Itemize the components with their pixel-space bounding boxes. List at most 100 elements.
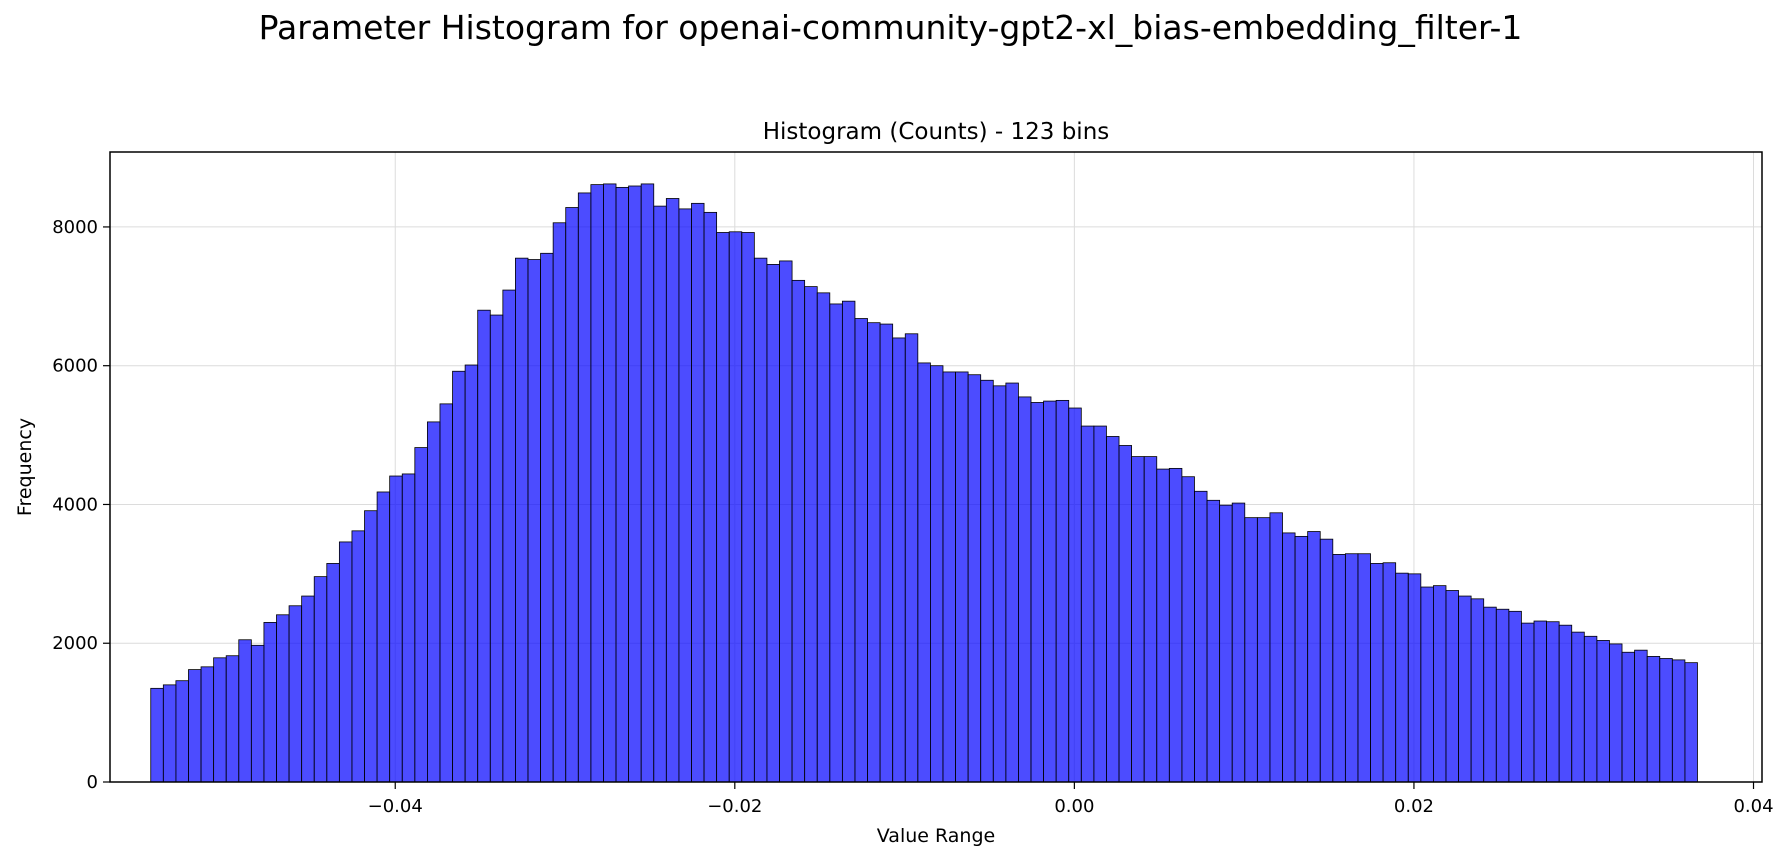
histogram-bar <box>1445 590 1459 783</box>
histogram-bar <box>640 183 655 783</box>
histogram-bar <box>326 563 340 783</box>
histogram-bar <box>1319 538 1334 783</box>
histogram-bar <box>1533 620 1547 783</box>
histogram-bar <box>1080 425 1095 783</box>
histogram-bar <box>1194 490 1208 783</box>
histogram-bar <box>603 183 617 783</box>
histogram-bar <box>301 595 315 783</box>
histogram-bar <box>1106 436 1120 783</box>
histogram-bar <box>1093 425 1107 783</box>
histogram-bar <box>678 208 692 783</box>
histogram-bar <box>1420 586 1434 783</box>
histogram-bar <box>904 333 919 783</box>
histogram-bar <box>1043 400 1057 783</box>
histogram-bar <box>942 371 956 783</box>
histogram-bar <box>1256 517 1271 783</box>
histogram-bar <box>577 192 592 783</box>
histogram-bar <box>590 184 604 783</box>
histogram-bar <box>841 300 856 783</box>
figure-suptitle: Parameter Histogram for openai-community… <box>258 8 1523 47</box>
histogram-bar <box>1206 499 1221 783</box>
histogram-bar <box>955 371 969 783</box>
histogram-bar <box>552 222 567 783</box>
x-tick-label: −0.04 <box>368 796 423 817</box>
histogram-bar <box>225 655 240 783</box>
histogram-bar <box>1634 649 1648 783</box>
histogram-bar <box>816 292 831 783</box>
histogram-bar <box>867 322 881 783</box>
histogram-bar <box>1558 624 1573 783</box>
histogram-bar <box>250 644 265 783</box>
x-axis-ticks: −0.04 −0.02 0.00 0.02 0.04 <box>368 782 1774 817</box>
histogram-bar <box>1332 554 1346 783</box>
histogram-bar <box>426 421 441 783</box>
histogram-bar <box>313 576 328 783</box>
histogram-bar <box>1307 531 1321 783</box>
histogram-bar <box>162 684 177 783</box>
histogram-bar <box>967 374 982 783</box>
x-axis-label: Value Range <box>877 825 995 847</box>
histogram-bar <box>1181 476 1195 783</box>
histogram-bar <box>829 303 843 783</box>
histogram-bar <box>1458 595 1472 783</box>
histogram-bar <box>1395 572 1409 783</box>
histogram-bar <box>1370 563 1384 783</box>
histogram-bar <box>502 289 516 783</box>
x-tick-label: −0.02 <box>707 796 762 817</box>
histogram-bar <box>338 541 353 783</box>
histogram-bar <box>276 614 290 783</box>
histogram-bar <box>452 370 466 783</box>
histogram-bar <box>1609 643 1623 783</box>
histogram-bar <box>389 475 403 783</box>
histogram-bar <box>540 252 554 783</box>
histogram-bar <box>1646 656 1661 783</box>
histogram-bar <box>439 403 453 783</box>
histogram-bar <box>1269 512 1283 783</box>
histogram-bar <box>892 337 906 783</box>
histogram-bar <box>1659 658 1673 783</box>
histogram-bar <box>1508 610 1522 783</box>
histogram-bar <box>804 286 818 783</box>
histogram-bar <box>489 314 504 783</box>
histogram-bar <box>1168 467 1183 783</box>
histogram-bar <box>930 365 944 783</box>
y-tick-label: 2000 <box>52 633 98 654</box>
y-tick-label: 6000 <box>52 356 98 377</box>
histogram-bar <box>728 231 743 783</box>
plot-frame <box>109 151 1763 783</box>
histogram-bar <box>992 385 1007 783</box>
histogram-bar <box>1282 532 1296 783</box>
histogram-bar <box>1344 553 1359 783</box>
histogram-bar <box>1521 622 1535 783</box>
histogram-bar <box>1357 553 1371 783</box>
histogram-bar <box>1495 608 1510 783</box>
histogram-bar <box>565 207 579 783</box>
histogram-bar <box>1219 504 1233 783</box>
histogram-bar <box>175 680 189 783</box>
histogram-bar <box>1005 382 1019 783</box>
histogram-bar <box>1621 651 1636 783</box>
histogram-bar <box>766 264 780 783</box>
histogram-bar <box>753 257 768 783</box>
histogram-bar <box>263 622 277 783</box>
histogram-bar <box>741 232 755 783</box>
histogram-bar <box>1231 502 1246 783</box>
y-tick-label: 4000 <box>52 494 98 515</box>
histogram-bar <box>653 205 667 783</box>
histogram-bar <box>1382 562 1397 783</box>
histogram-bar <box>364 510 378 783</box>
histogram-bars <box>150 183 1698 783</box>
histogram-bar <box>854 318 868 783</box>
histogram-bar <box>376 491 391 783</box>
histogram-bar <box>1470 598 1485 783</box>
histogram-bar <box>414 447 428 783</box>
histogram-bar <box>1068 407 1082 783</box>
histogram-bar <box>628 185 642 783</box>
histogram-bar <box>1483 606 1497 783</box>
histogram-bar <box>464 364 479 783</box>
histogram-bar <box>1546 621 1560 783</box>
histogram-bar <box>615 186 630 783</box>
y-tick-label: 0 <box>87 772 98 793</box>
histogram-bar <box>351 530 365 783</box>
